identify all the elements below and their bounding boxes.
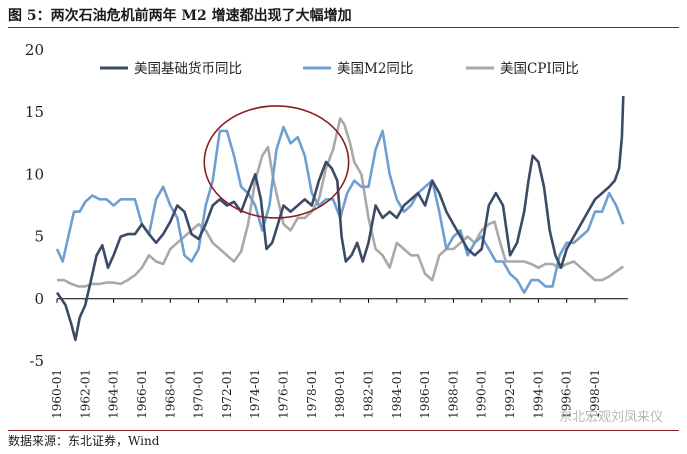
legend-label-3: 美国CPI同比 [500, 61, 579, 77]
x-tick-label: 1980-01 [333, 369, 347, 419]
y-tick-label: 5 [34, 228, 44, 246]
legend-label-1: 美国基础货币同比 [134, 60, 242, 77]
x-axis: 1960-01 1962-01 1964-01 1966-01 1968-01 1970-… [50, 298, 628, 419]
y-tick-label: 15 [25, 103, 44, 121]
x-tick-label: 1964-01 [107, 369, 121, 419]
x-tick-label: 1998-01 [588, 369, 602, 419]
x-tick-label: 1976-01 [277, 369, 291, 419]
x-tick-label: 1982-01 [361, 369, 375, 419]
x-tick-label: 1962-01 [78, 369, 92, 419]
legend: 美国基础货币同比 美国M2同比 美国CPI同比 [100, 60, 579, 77]
x-tick-label: 1988-01 [446, 369, 460, 419]
x-tick-label: 1990-01 [475, 369, 489, 419]
y-axis: -5 0 5 10 15 20 [25, 41, 44, 370]
x-tick-label: 1996-01 [560, 369, 574, 419]
y-tick-label: 0 [34, 290, 44, 308]
x-tick-label: 1960-01 [50, 369, 64, 419]
x-tick-label: 1974-01 [248, 369, 262, 419]
legend-label-2: 美国M2同比 [337, 61, 413, 77]
x-tick-label: 1992-01 [503, 369, 517, 419]
x-tick-label: 1968-01 [163, 369, 177, 419]
y-tick-label: 10 [25, 165, 44, 183]
page-title: 图 5：两次石油危机前两年 M2 增速都出现了大幅增加 [8, 6, 679, 28]
x-tick-label: 1966-01 [135, 369, 149, 419]
x-tick-label: 1994-01 [531, 369, 545, 419]
x-tick-label: 1986-01 [418, 369, 432, 419]
watermark-text: 东北宏观刘凤来仪 [558, 410, 663, 425]
series-layer [55, 95, 625, 342]
highlight-circle [203, 105, 350, 219]
x-tick-label: 1984-01 [390, 369, 404, 419]
source-note: 数据来源：东北证券，Wind [8, 430, 679, 450]
y-tick-label: 20 [25, 41, 44, 59]
x-tick-label: 1970-01 [192, 369, 206, 419]
highlight-layer [203, 105, 350, 219]
line-chart: -5 0 5 10 15 20 1960-01 1962-01 1964-01 1966-01 1… [0, 34, 687, 430]
x-tick-label: 1972-01 [220, 369, 234, 419]
y-tick-label: -5 [29, 352, 44, 370]
series-line-3 [57, 117, 625, 288]
x-tick-label: 1978-01 [305, 369, 319, 419]
series-line-1 [55, 95, 625, 342]
